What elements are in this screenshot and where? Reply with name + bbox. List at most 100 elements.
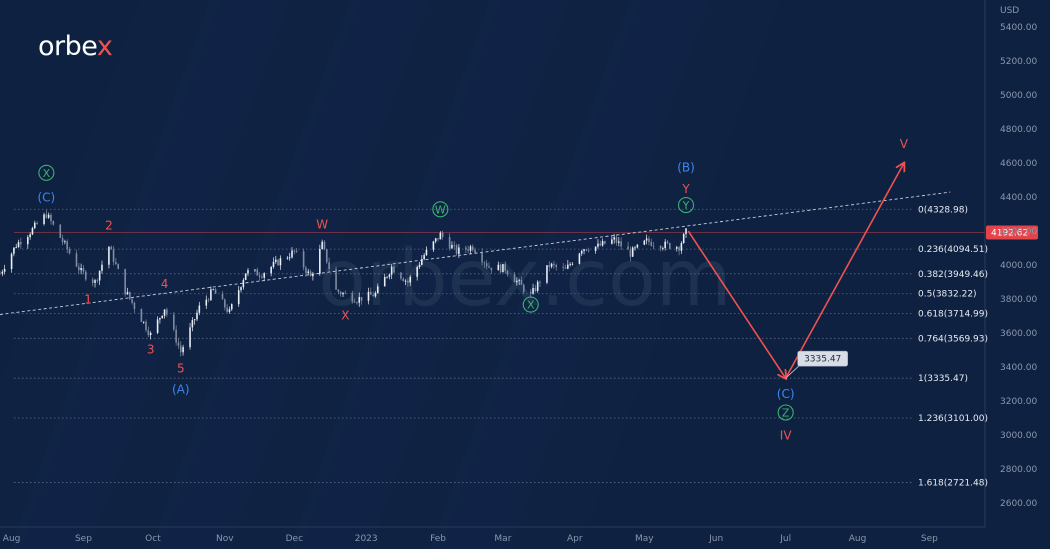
candle-body [562,266,564,268]
candle-body [522,284,525,292]
y-tick-label: 3400.00 [1000,363,1037,373]
currency-label: USD [1000,6,1019,16]
candle-body [335,269,337,290]
candle-body [529,291,532,294]
candle-body [339,291,342,295]
candle-body [386,276,388,278]
candle-body [383,277,386,287]
candle-body [546,265,548,283]
candle-body [270,266,272,274]
fib-level-label: 0.618(3714.99) [918,310,988,320]
candle-body [407,280,409,283]
wave-label-circle [677,197,695,214]
candle-body [680,243,683,251]
y-axis[interactable]: 2600.00 2800.00 3000.00 3200.00 3400.00 3600.… [984,0,1037,527]
candle-body [423,255,425,260]
candle-body [418,264,421,267]
candle-body [212,289,215,290]
candle-body [555,264,558,267]
candle-body [372,294,374,297]
candle-body [214,289,217,294]
candle-body [175,329,177,343]
logo-text: orbe [38,31,97,62]
candle-body [161,315,164,318]
candle-body [110,246,113,250]
candle-body [580,251,583,254]
candle-body [499,264,502,273]
candle-body [124,268,126,295]
forecast-path: 3335.47 [687,163,904,379]
candle-body [321,241,323,250]
candle-body [465,247,467,250]
candle-body [147,330,150,336]
candle-body [388,274,391,277]
y-tick-label: 4800.00 [1000,125,1037,135]
candle-body [108,246,110,265]
fibonacci-levels: 0(4328.98) 0.236(4094.51) 0.382(3949.46) 0.… [14,205,1038,489]
background-stripe [290,0,570,549]
candle-body [64,241,66,243]
candle-body [439,232,442,240]
candle-body [166,309,168,315]
candle-body [599,243,602,246]
candle-body [291,250,293,258]
current-price-label: 4192.62 [991,228,1028,238]
candle-body [15,247,18,248]
x-tick-label: Apr [567,534,583,544]
orbex-logo: orbex [38,31,113,62]
candle-body [237,290,240,305]
background-stripe [150,0,430,549]
candle-body [488,266,490,268]
candle-body [564,267,567,269]
y-tick-label: 4400.00 [1000,193,1037,203]
wave-label-circle [522,296,539,313]
background-stripe [360,0,640,549]
x-tick-label: Sep [75,534,92,544]
candle-body [140,309,143,322]
candle-body [230,304,233,310]
candle-body [474,249,476,253]
wave-label: 1 [84,292,92,306]
candle-body [36,222,38,225]
candle-body [485,263,488,267]
candle-body [1,271,4,274]
y-tick-label: 5400.00 [1000,23,1037,33]
candle-body [550,263,553,267]
wave-label: Y [681,182,690,196]
candle-body [497,264,500,271]
candle-body [597,243,599,247]
forecast-arrow [784,163,904,379]
candle-body [376,286,379,293]
candle-body [43,214,45,225]
candle-body [604,241,606,244]
candle-body [536,281,539,291]
candle-body [675,247,678,249]
wave-label: 5 [177,361,185,375]
candle-body [664,241,666,249]
x-tick-label: Nov [216,534,234,544]
wave-label: Z [782,407,790,420]
fib-level-label: 0.764(3569.93) [918,334,988,344]
background-stripe [10,0,290,549]
wave-label: X [527,299,535,312]
candle-body [228,309,231,312]
candle-body [344,292,347,294]
candle-body [29,234,31,238]
candle-body [618,241,620,243]
candle-body [101,264,103,271]
x-axis[interactable]: Aug Sep Oct Nov Dec 2023 Feb Mar Apr May Jun Jul Aug… [0,526,985,544]
y-tick-label: 3600.00 [1000,329,1037,339]
candle-body [400,272,402,279]
wave-label: W [316,218,328,232]
candle-body [189,327,191,348]
candle-body [685,228,687,234]
candle-body [631,247,634,257]
candle-body [47,214,50,218]
y-tick-label: 4600.00 [1000,159,1037,169]
fib-level-label: 0(4328.98) [918,205,968,215]
background-stripe [430,0,710,549]
candle-body [159,317,161,320]
candle-body [286,257,289,259]
